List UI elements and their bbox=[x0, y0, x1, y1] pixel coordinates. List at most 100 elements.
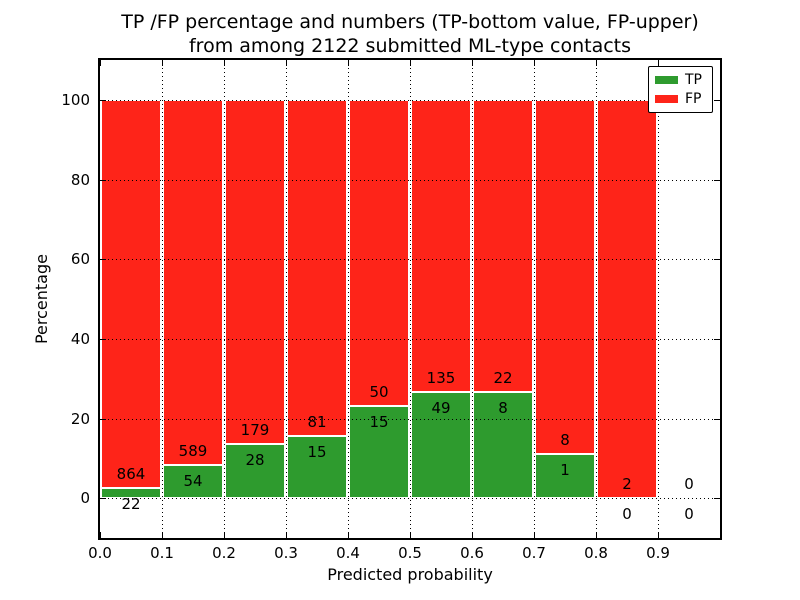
y-tick-label: 80 bbox=[70, 170, 90, 189]
tp-count-label: 8 bbox=[498, 398, 508, 417]
x-tick-mark-top bbox=[100, 60, 101, 66]
x-tick-mark bbox=[596, 532, 597, 538]
gridline-v bbox=[410, 60, 411, 538]
bar-segment-fp bbox=[473, 99, 533, 392]
tp-legend-swatch bbox=[655, 76, 678, 84]
tp-count-label: 49 bbox=[431, 399, 451, 418]
gridline-v bbox=[162, 60, 163, 538]
legend-item-fp: FP bbox=[655, 91, 706, 107]
bar-segment-fp bbox=[225, 99, 285, 445]
x-tick-mark bbox=[348, 532, 349, 538]
y-tick-mark bbox=[100, 418, 106, 420]
bar-segment-fp bbox=[535, 99, 595, 454]
bar-segment-fp bbox=[287, 99, 347, 436]
x-tick-mark-top bbox=[224, 60, 225, 66]
fp-count-label: 2 bbox=[622, 475, 632, 494]
y-tick-label: 40 bbox=[70, 329, 90, 348]
x-tick-label: 0.7 bbox=[522, 544, 546, 562]
bar-segment-tp bbox=[163, 464, 223, 499]
fp-count-label: 50 bbox=[369, 383, 389, 402]
gridline-v bbox=[534, 60, 535, 538]
tp-count-label: 15 bbox=[307, 442, 327, 461]
x-tick-mark-top bbox=[534, 60, 535, 66]
y-axis-label-wrap: Percentage bbox=[30, 60, 52, 538]
y-tick-mark bbox=[100, 179, 106, 181]
fp-count-label: 864 bbox=[116, 465, 146, 484]
gridline-v bbox=[658, 60, 659, 538]
gridline-v bbox=[596, 60, 597, 538]
x-tick-mark bbox=[162, 532, 163, 538]
tp-count-label: 54 bbox=[183, 471, 203, 490]
x-tick-label: 0.8 bbox=[584, 544, 608, 562]
y-tick-label: 20 bbox=[70, 409, 90, 428]
bar-segment-tp bbox=[225, 444, 285, 499]
bar-segment-fp bbox=[349, 99, 409, 407]
fp-count-label: 589 bbox=[178, 441, 208, 460]
x-tick-mark bbox=[534, 532, 535, 538]
tp-count-label: 1 bbox=[560, 460, 570, 479]
x-tick-mark bbox=[472, 532, 473, 538]
bar-segment-tp bbox=[473, 391, 533, 499]
tp-count-label: 0 bbox=[684, 505, 694, 524]
y-tick-mark-right bbox=[714, 259, 720, 261]
fp-count-label: 0 bbox=[684, 475, 694, 494]
bar-segment-fp bbox=[163, 99, 223, 465]
x-tick-mark bbox=[100, 532, 101, 538]
x-tick-mark bbox=[410, 532, 411, 538]
bar-segment-tp bbox=[101, 488, 161, 499]
tp-count-label: 22 bbox=[121, 495, 141, 514]
x-tick-mark bbox=[224, 532, 225, 538]
legend-item-tp: TP bbox=[655, 72, 706, 88]
fp-count-label: 179 bbox=[240, 421, 270, 440]
x-tick-mark-top bbox=[286, 60, 287, 66]
y-tick-mark bbox=[100, 99, 106, 101]
fp-legend-swatch bbox=[655, 95, 678, 103]
x-tick-label: 0.6 bbox=[460, 544, 484, 562]
y-tick-mark bbox=[100, 259, 106, 261]
bar-segment-tp bbox=[535, 453, 595, 499]
tp-count-label: 28 bbox=[245, 451, 265, 470]
y-tick-label: 60 bbox=[70, 250, 90, 269]
tp-legend-label: TP bbox=[685, 72, 702, 88]
gridline-v bbox=[472, 60, 473, 538]
x-tick-label: 0.4 bbox=[336, 544, 360, 562]
chart-title-line2: from among 2122 submitted ML-type contac… bbox=[188, 35, 632, 57]
x-tick-mark-top bbox=[410, 60, 411, 66]
bar-segment-fp bbox=[411, 99, 471, 393]
tp-count-label: 15 bbox=[369, 413, 389, 432]
bar-segment-tp bbox=[411, 392, 471, 499]
x-tick-mark bbox=[658, 532, 659, 538]
x-tick-mark-top bbox=[472, 60, 473, 66]
x-tick-mark-top bbox=[162, 60, 163, 66]
x-tick-label: 0.2 bbox=[212, 544, 236, 562]
bar-segment-fp bbox=[101, 99, 161, 489]
x-tick-label: 0.3 bbox=[274, 544, 298, 562]
x-tick-label: 0.1 bbox=[150, 544, 174, 562]
x-axis-label: Predicted probability bbox=[327, 565, 493, 584]
y-tick-mark-right bbox=[714, 418, 720, 420]
fp-count-label: 81 bbox=[307, 412, 327, 431]
x-tick-mark-top bbox=[348, 60, 349, 66]
gridline-v bbox=[348, 60, 349, 538]
bar-segment-tp bbox=[349, 406, 409, 499]
x-tick-label: 0.9 bbox=[646, 544, 670, 562]
fp-count-label: 135 bbox=[426, 369, 456, 388]
gridline-v bbox=[224, 60, 225, 538]
chart-title-line1: TP /FP percentage and numbers (TP-bottom… bbox=[121, 11, 699, 33]
x-tick-mark bbox=[286, 532, 287, 538]
y-tick-mark-right bbox=[714, 338, 720, 340]
fp-count-label: 8 bbox=[560, 430, 570, 449]
y-tick-mark-right bbox=[714, 498, 720, 500]
fp-count-label: 22 bbox=[493, 368, 513, 387]
y-tick-label: 100 bbox=[61, 90, 90, 109]
fp-legend-label: FP bbox=[685, 91, 702, 107]
y-tick-mark bbox=[100, 338, 106, 340]
gridline-v bbox=[286, 60, 287, 538]
y-tick-mark bbox=[100, 498, 106, 500]
tp-count-label: 0 bbox=[622, 505, 632, 524]
y-tick-mark-right bbox=[714, 179, 720, 181]
y-tick-mark-right bbox=[714, 99, 720, 101]
x-tick-label: 0.0 bbox=[88, 544, 112, 562]
bar-segment-fp bbox=[597, 99, 657, 499]
